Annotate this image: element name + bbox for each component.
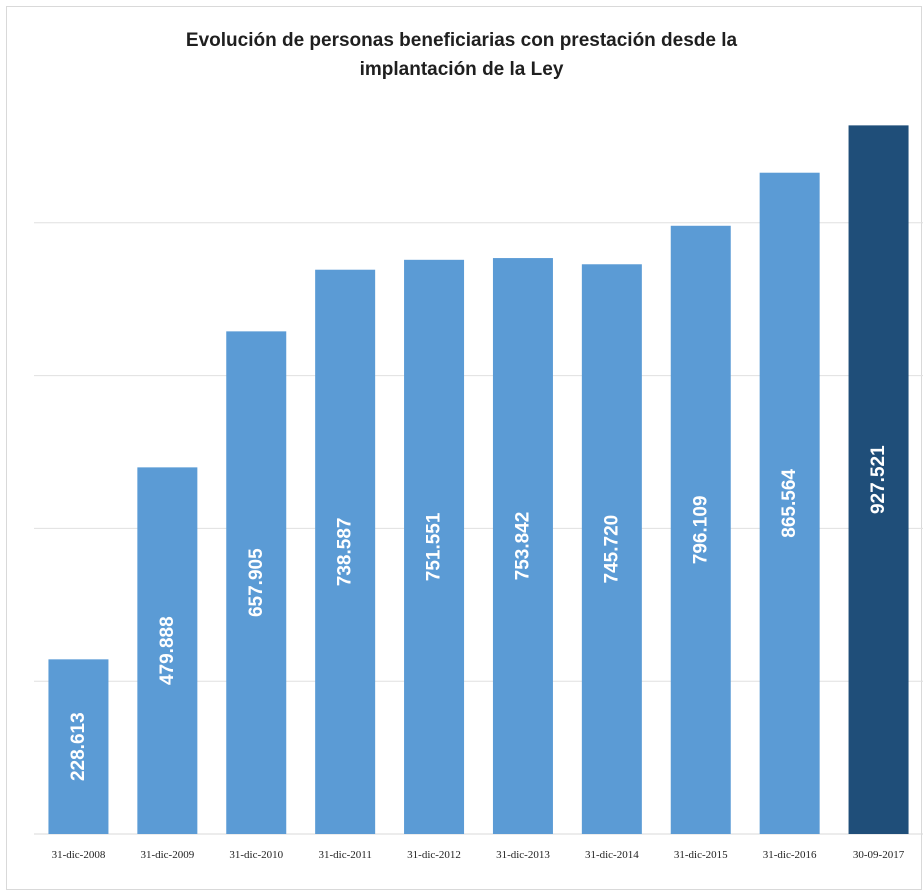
value-label-31-dic-2009: 479.888 [157, 616, 178, 685]
value-label-31-dic-2016: 865.564 [779, 469, 800, 538]
value-label-31-dic-2013: 753.842 [512, 512, 533, 581]
value-label-31-dic-2015: 796.109 [690, 496, 711, 565]
x-axis-tick-labels: 31-dic-2008 31-dic-2009 31-dic-2010 31-dic-… [52, 849, 905, 861]
bar-31-dic-2016 [759, 172, 820, 834]
bar-31-dic-2009 [137, 467, 198, 834]
bar-31-dic-2014 [581, 264, 642, 835]
value-label-31-dic-2010: 657.905 [246, 548, 267, 617]
bar-30-09-2017 [848, 125, 909, 834]
tick-label-31-dic-2012: 31-dic-2012 [407, 849, 461, 861]
value-label-31-dic-2012: 751.551 [424, 512, 445, 581]
bar-31-dic-2013 [492, 258, 553, 834]
tick-label-31-dic-2016: 31-dic-2016 [763, 849, 817, 861]
bar-31-dic-2015 [670, 225, 731, 835]
chart-title-line-2: implantación de la Ley [359, 59, 564, 80]
tick-label-31-dic-2009: 31-dic-2009 [140, 849, 194, 861]
bars [48, 125, 909, 835]
tick-label-31-dic-2013: 31-dic-2013 [496, 849, 550, 861]
value-label-31-dic-2014: 745.720 [601, 515, 622, 584]
value-labels: 228.613 479.888 657.905 738.587 751.551 753.8… [68, 445, 889, 781]
value-label-31-dic-2008: 228.613 [68, 712, 89, 781]
tick-label-31-dic-2010: 31-dic-2010 [229, 849, 283, 861]
tick-label-31-dic-2014: 31-dic-2014 [585, 849, 639, 861]
bar-31-dic-2012 [404, 259, 465, 834]
chart-title-line-1: Evolución de personas beneficiarias con … [185, 30, 738, 51]
bar-31-dic-2008 [48, 659, 109, 834]
value-label-31-dic-2011: 738.587 [335, 518, 356, 587]
value-label-30-09-2017: 927.521 [868, 445, 889, 514]
tick-label-31-dic-2008: 31-dic-2008 [52, 849, 106, 861]
tick-label-31-dic-2015: 31-dic-2015 [674, 849, 728, 861]
tick-label-31-dic-2011: 31-dic-2011 [318, 849, 371, 861]
bar-31-dic-2010 [226, 331, 287, 834]
chart-title: Evolución de personas beneficiarias con … [0, 26, 923, 84]
bar-31-dic-2011 [315, 269, 376, 834]
tick-label-30-09-2017: 30-09-2017 [853, 849, 905, 861]
